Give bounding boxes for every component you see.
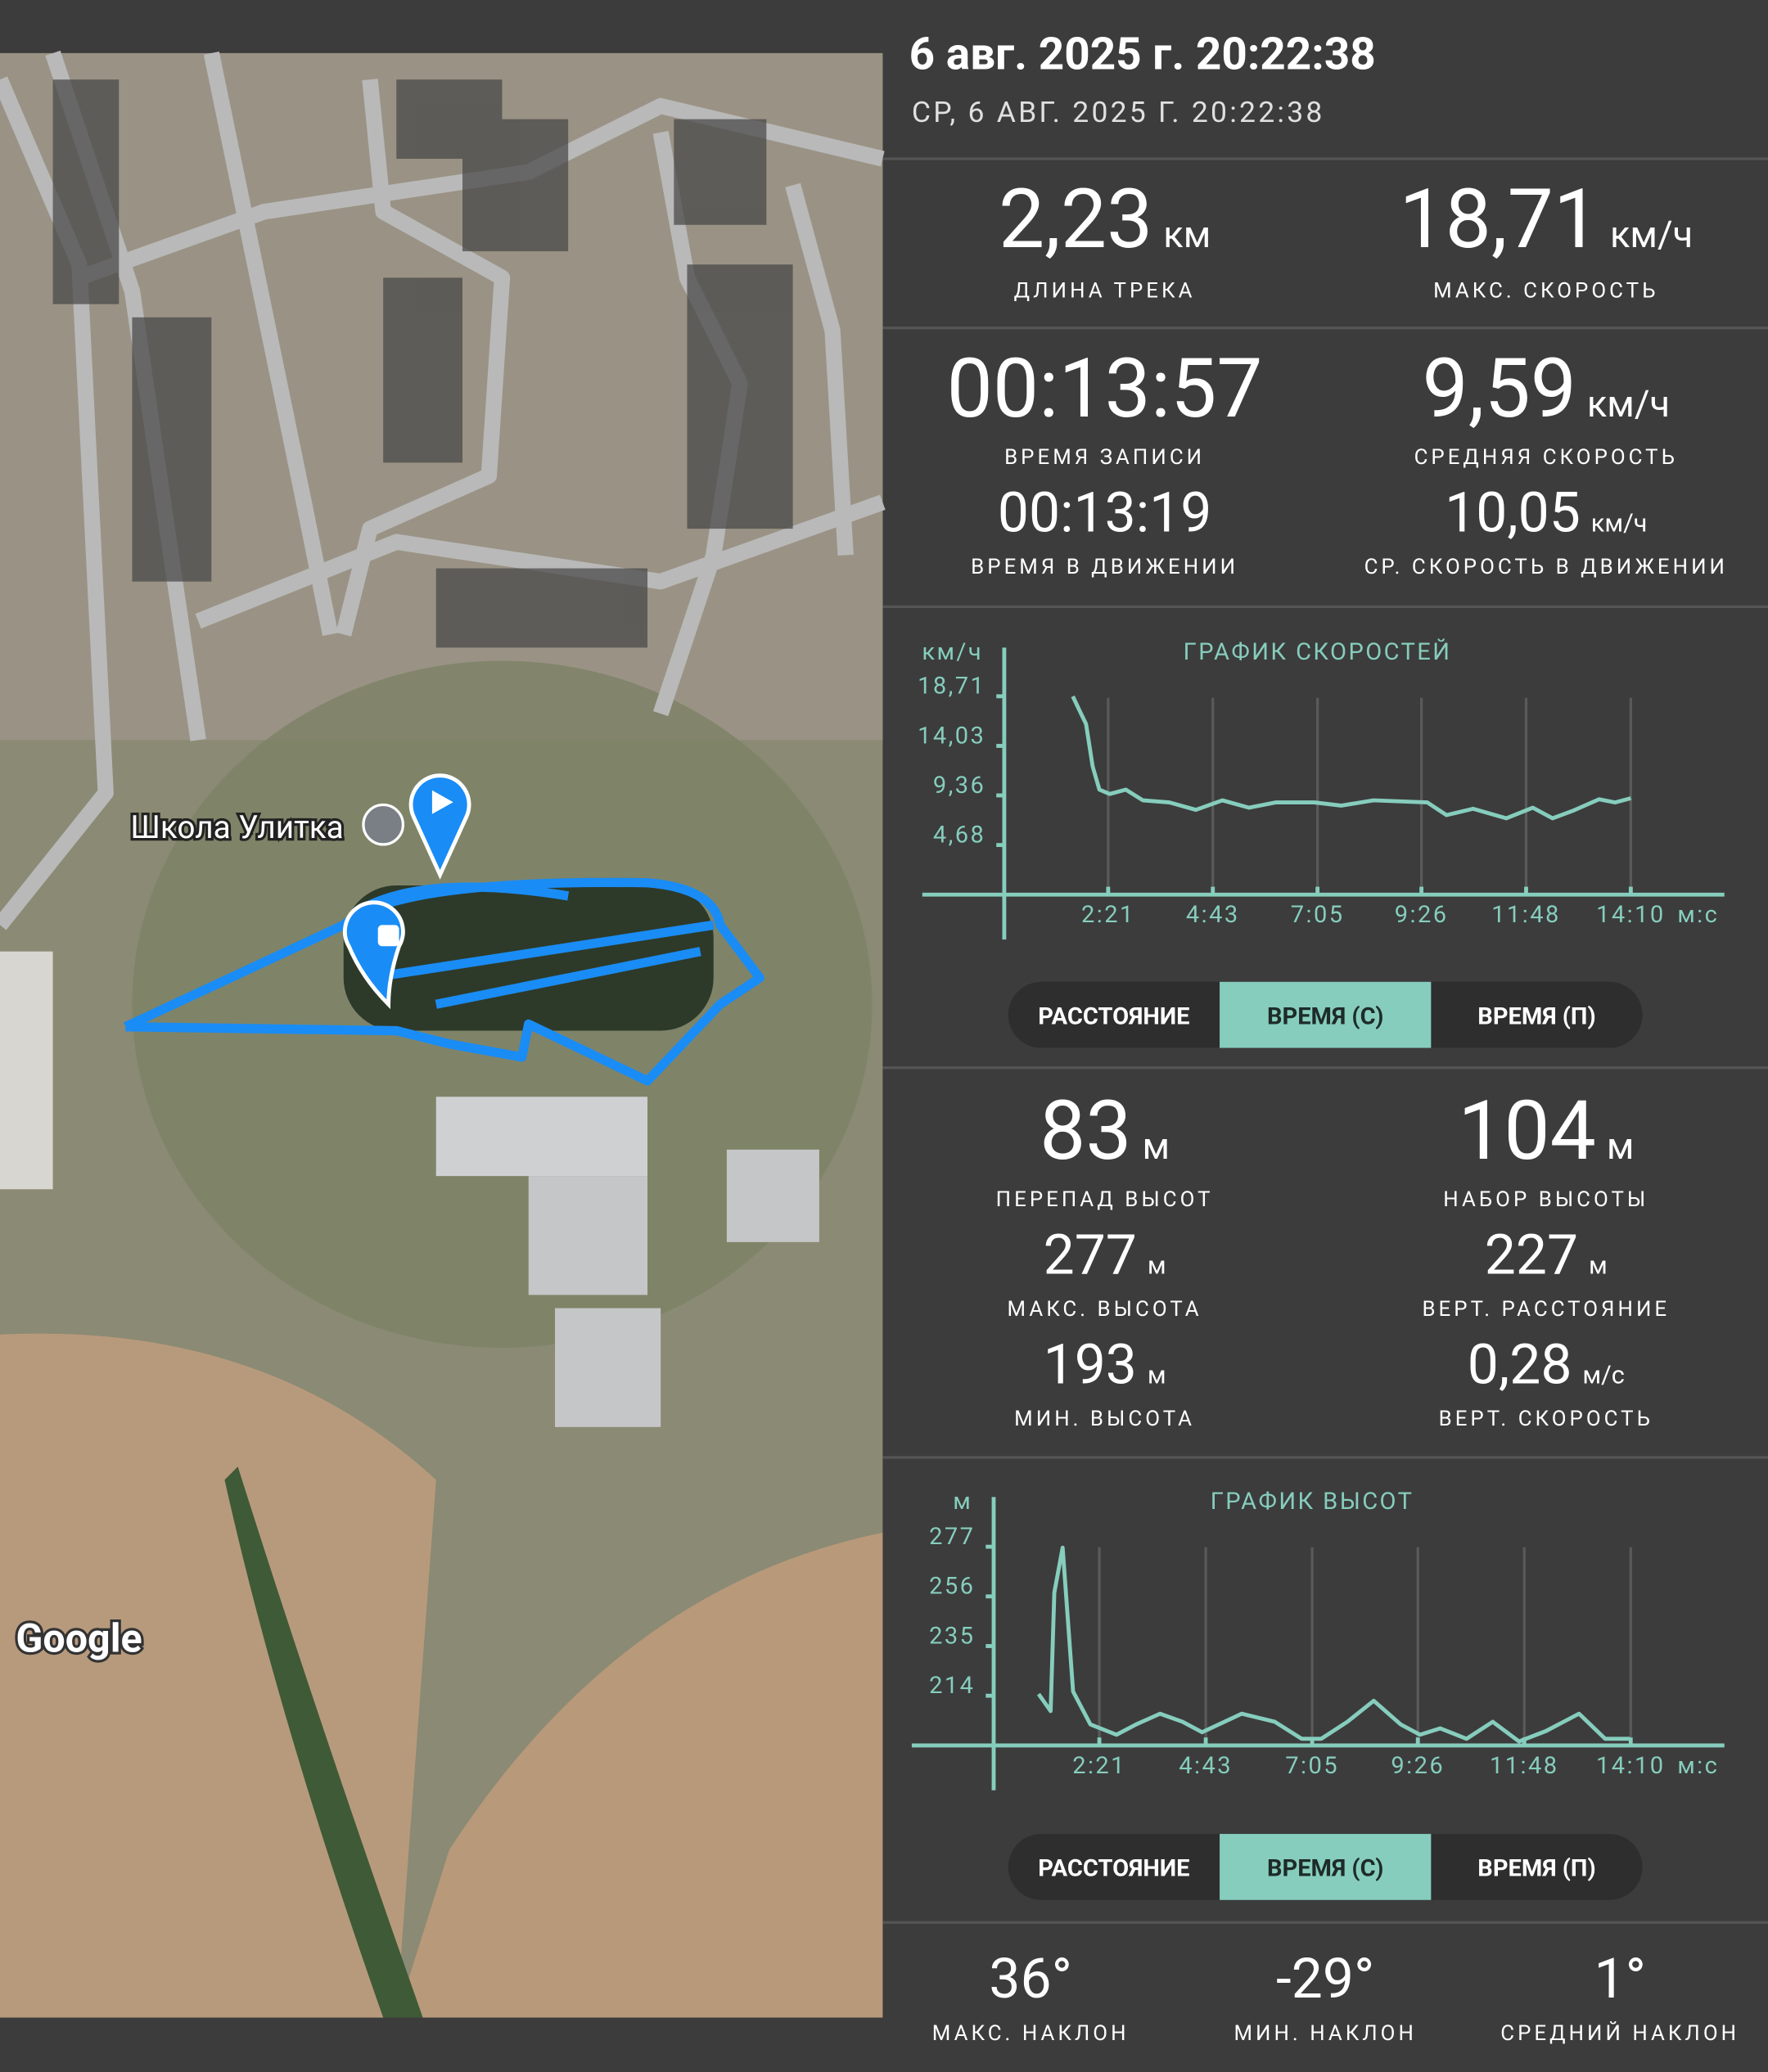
y-tick-label: 256 [929,1573,975,1601]
stat-number: 227 [1485,1223,1578,1288]
stat-unit: м [1148,1252,1166,1281]
stat-number: 2,23 [999,172,1152,268]
stat-label: ВРЕМЯ В ДВИЖЕНИИ [971,555,1238,579]
x-tick-label: 11:48 [1491,901,1560,929]
stat-label: МАКС. ВЫСОТА [1008,1297,1202,1322]
stat-unit: км [1163,214,1211,257]
stat-unit: м [1148,1362,1166,1390]
tab-label[interactable]: РАССТОЯНИЕ [1038,1855,1189,1883]
stat-label: СРЕДНЯЯ СКОРОСТЬ [1414,445,1678,470]
stat-unit: км/ч [1610,214,1693,257]
tab-label[interactable]: ВРЕМЯ (С) [1267,1002,1383,1030]
stat-value: 277 м [1044,1223,1166,1288]
x-axis-unit: м:с [1677,1752,1719,1780]
stat-number: 0,28 [1468,1332,1572,1398]
y-axis-label: м [953,1488,972,1516]
data-line [1071,695,1632,821]
tab-active [1220,1834,1432,1900]
stat-number: 1° [1594,1946,1645,2011]
stat-number: 104 [1458,1083,1596,1179]
tab-label[interactable]: ВРЕМЯ (С) [1267,1855,1383,1883]
stat-label: ПЕРЕПАД ВЫСОТ [996,1187,1214,1212]
x-tick-label: 9:26 [1395,901,1449,929]
x-tick-label: 4:43 [1186,901,1240,929]
stat-unit: км/ч [1587,383,1670,426]
stat-label: ВРЕМЯ ЗАПИСИ [1004,445,1205,470]
stat-value: 227 м [1485,1223,1608,1288]
stat-label: СР. СКОРОСТЬ В ДВИЖЕНИИ [1364,555,1728,579]
stat-number: 277 [1044,1223,1137,1288]
tab-label[interactable]: ВРЕМЯ (П) [1477,1855,1595,1883]
stat-value: 18,71 км/ч [1399,172,1693,268]
tab-label[interactable]: РАССТОЯНИЕ [1038,1002,1189,1030]
map-attribution: Google [16,1615,142,1661]
stat-value: 10,05 км/ч [1445,480,1647,545]
title: 6 авг. 2025 г. 20:22:38 [909,28,1376,80]
tab-active [1220,981,1432,1048]
tab-label[interactable]: ВРЕМЯ (П) [1477,1002,1595,1030]
stat-label: ВЕРТ. РАССТОЯНИЕ [1422,1297,1670,1322]
map-place-label: Школа Улитка [130,809,343,846]
stat-number: 18,71 [1399,172,1599,268]
stat-value: 00:13:57 [947,341,1263,437]
x-tick-label: 7:05 [1291,901,1345,929]
chart-title: ГРАФИК ВЫСОТ [1211,1488,1414,1516]
stat-value: 9,59 км/ч [1423,341,1671,437]
stat-number: 9,59 [1423,341,1576,437]
y-tick-label: 18,71 [918,673,985,700]
y-tick-label: 214 [929,1672,975,1700]
stat-number: 00:13:57 [947,341,1263,437]
x-axis-unit: м:с [1677,901,1719,929]
x-tick-label: 14:10 [1596,1752,1665,1780]
stat-label: МАКС. СКОРОСТЬ [1433,279,1658,304]
y-tick-label: 4,68 [933,821,985,849]
stat-value: 193 м [1044,1332,1166,1398]
x-tick-label: 9:26 [1391,1752,1445,1780]
stat-number: 00:13:19 [998,480,1211,545]
x-tick-label: 4:43 [1179,1752,1233,1780]
stat-number: -29° [1276,1946,1374,2011]
x-tick-label: 11:48 [1490,1752,1558,1780]
stat-value: -29° [1276,1946,1374,2011]
stat-number: 193 [1044,1332,1137,1398]
stat-value: 00:13:19 [998,480,1211,545]
stat-label: НАБОР ВЫСОТЫ [1443,1187,1648,1212]
stat-unit: м [1143,1125,1170,1169]
y-tick-label: 277 [929,1523,975,1551]
stat-label: МИН. НАКЛОН [1234,2021,1416,2046]
subtitle: СР, 6 АВГ. 2025 Г. 20:22:38 [912,95,1325,129]
stat-unit: км/ч [1591,509,1648,538]
chart-title: ГРАФИК СКОРОСТЕЙ [1184,637,1452,666]
stat-label: МИН. ВЫСОТА [1014,1407,1195,1431]
stat-number: 36° [989,1946,1072,2011]
y-axis-label: км/ч [922,638,983,666]
y-tick-label: 9,36 [933,772,985,800]
stat-value: 0,28 м/с [1468,1332,1625,1398]
stat-unit: м [1607,1125,1635,1169]
stat-label: СРЕДНИЙ НАКЛОН [1500,2021,1739,2046]
stat-value: 2,23 км [999,172,1211,268]
stat-number: 10,05 [1445,480,1581,545]
stat-number: 83 [1040,1083,1132,1179]
stat-value: 1° [1594,1946,1645,2011]
map[interactable] [0,50,886,2018]
stat-label: МАКС. НАКЛОН [932,2021,1130,2046]
x-tick-label: 7:05 [1285,1752,1339,1780]
stat-label: ДЛИНА ТРЕКА [1014,279,1196,304]
x-tick-label: 2:21 [1072,1752,1126,1780]
stat-value: 104 м [1458,1083,1634,1179]
stat-label: ВЕРТ. СКОРОСТЬ [1439,1407,1653,1431]
data-line [1036,1545,1630,1744]
y-tick-label: 14,03 [918,722,985,750]
x-tick-label: 14:10 [1596,901,1665,929]
x-tick-label: 2:21 [1081,901,1135,929]
stat-value: 83 м [1040,1083,1170,1179]
stat-unit: м/с [1582,1362,1624,1390]
y-tick-label: 235 [929,1622,975,1650]
stat-unit: м [1589,1252,1608,1281]
stat-value: 36° [989,1946,1072,2011]
